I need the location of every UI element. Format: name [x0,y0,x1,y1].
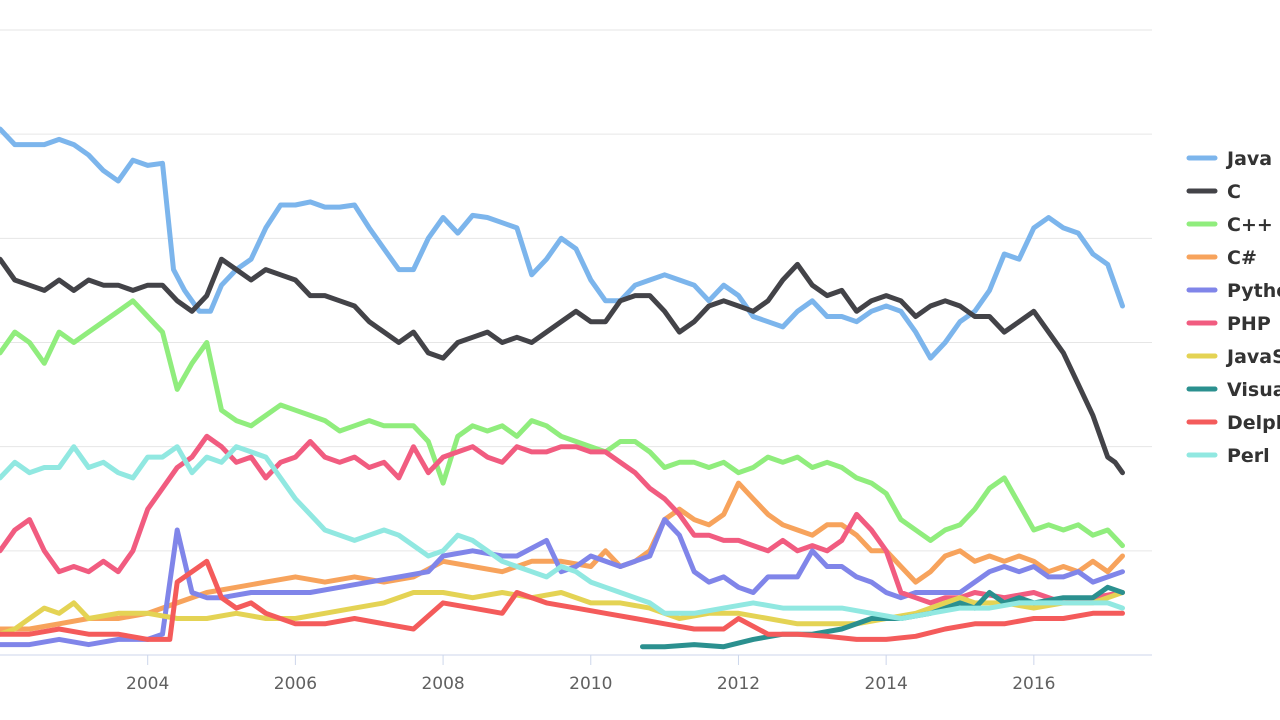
x-tick-label: 2004 [126,674,169,694]
legend-label: Java [1225,148,1272,170]
legend-item-c-[interactable]: C# [1186,247,1257,269]
legend-label: Python [1227,280,1280,302]
series-line-python [0,517,1125,648]
legend-item-c-[interactable]: C++ [1186,214,1273,236]
legend[interactable]: Java C C++ C# Python PHP JavaScript Visual Basi… [1186,148,1280,467]
x-tick-label: 2016 [1012,674,1055,694]
legend-item-java[interactable]: Java [1186,148,1272,170]
legend-item-perl[interactable]: Perl [1186,445,1270,467]
series-line-delphi [0,558,1125,642]
x-tick-label: 2010 [569,674,612,694]
legend-label: Perl [1227,445,1270,467]
legend-item-delphi[interactable]: Delphi [1186,412,1280,434]
legend-label: C++ [1227,214,1273,236]
legend-item-visual-basic[interactable]: Visual Basic [1186,379,1280,401]
x-axis: 2004 2006 2008 2010 2012 2014 2016 [0,654,1152,694]
series-line-c [0,256,1125,476]
legend-label: Delphi [1227,412,1280,434]
legend-item-javascript[interactable]: JavaScript [1186,346,1280,368]
x-tick-label: 2006 [274,674,317,694]
legend-item-python[interactable]: Python [1186,280,1280,302]
legend-item-c[interactable]: C [1186,181,1241,203]
series-line-perl [0,444,1125,621]
legend-label: C# [1227,247,1257,269]
legend-item-php[interactable]: PHP [1186,313,1271,335]
legend-label: C [1227,181,1241,203]
series-line-php [0,433,1125,606]
x-tick-label: 2008 [421,674,464,694]
series-lines [0,126,1125,650]
x-tick-label: 2014 [865,674,908,694]
series-line-java [0,126,1125,361]
x-tick-label: 2012 [717,674,760,694]
legend-label: Visual Basic [1227,379,1280,401]
series-line-c- [0,298,1125,549]
legend-label: PHP [1227,313,1271,335]
series-line-c- [0,480,1125,632]
legend-label: JavaScript [1225,346,1280,368]
